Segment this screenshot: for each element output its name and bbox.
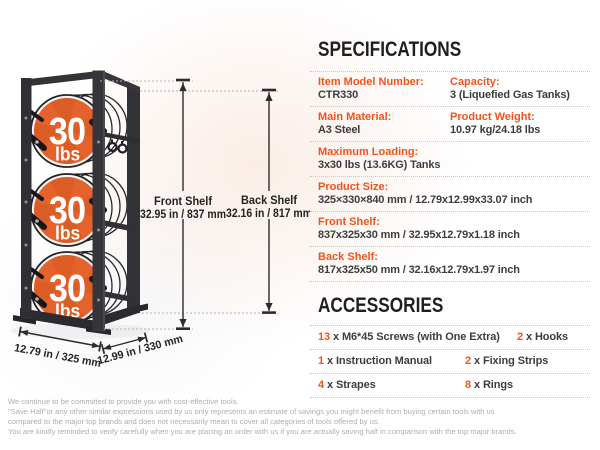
hook-rail <box>103 132 140 144</box>
accessory-qty: 2 <box>465 355 472 367</box>
spec-value: 3 (Liquefied Gas Tanks) <box>450 89 570 101</box>
disclaimer-line: We continue to be committed to provide y… <box>8 397 239 406</box>
spec-item: Product Size: 325×330×840 mm / 12.79x12.… <box>318 181 588 207</box>
accessory-item: 1 x Instruction Manual <box>318 355 432 367</box>
spec-row-product-size: Product Size: 325×330×840 mm / 12.79x12.… <box>310 177 590 212</box>
spec-value: 325×330×840 mm / 12.79x12.99x33.07 inch <box>318 194 533 206</box>
spec-value: CTR330 <box>318 89 359 101</box>
spec-value: 10.97 kg/24.18 lbs <box>450 124 541 136</box>
rack-frame <box>13 70 148 335</box>
disclaimer-line: "Save Half"or any other similar expressi… <box>8 406 495 416</box>
spec-panel: SPECIFICATIONS Item Model Number: CTR330… <box>310 38 590 398</box>
accessories-header: ACCESSORIES <box>310 294 590 326</box>
spec-value: 837x325x30 mm / 32.95x12.79x1.18 inch <box>318 229 520 241</box>
base-depth-dimension: 12.79 in / 325 mm <box>13 342 102 370</box>
accessory-text: x Strapes <box>324 379 376 391</box>
spec-label: Item Model Number: <box>318 76 424 88</box>
accessory-row: 13 x M6*45 Screws (with One Extra) 2 x H… <box>310 326 590 350</box>
front-shelf-label: Front Shelf <box>154 196 212 208</box>
spec-value: 817x325x50 mm / 32.16x12.79x1.97 inch <box>318 264 520 276</box>
specifications-title: SPECIFICATIONS <box>318 38 462 61</box>
disclaimer-footer: We continue to be committed to provide y… <box>8 397 596 437</box>
spec-label: Main Material: <box>318 111 392 123</box>
spec-label: Back Shelf: <box>318 251 378 263</box>
spec-label: Capacity: <box>450 76 500 88</box>
specifications-header: SPECIFICATIONS <box>310 38 590 72</box>
accessory-item: 4 x Strapes <box>318 379 376 391</box>
spec-label: Product Size: <box>318 181 389 193</box>
disclaimer-line: You are kindly reminded to verify carefu… <box>8 426 517 436</box>
accessory-text: x Instruction Manual <box>324 355 432 367</box>
accessory-text: x Fixing Strips <box>471 355 549 367</box>
spec-label: Product Weight: <box>450 111 535 123</box>
front-shelf-dimension: 32.95 in / 837 mm <box>140 209 226 221</box>
left-foot <box>13 315 36 325</box>
accessory-text: x M6*45 Screws (with One Extra) <box>330 331 500 343</box>
accessory-item: 13 x M6*45 Screws (with One Extra) <box>318 331 500 343</box>
back-shelf-dimension: 32.16 in / 817 mm <box>226 208 310 220</box>
spec-item: Front Shelf: 837x325x30 mm / 32.95x12.79… <box>318 216 588 242</box>
hook-icon <box>117 143 128 154</box>
ground-shadow <box>10 323 150 339</box>
spec-row-back-shelf: Back Shelf: 817x325x50 mm / 32.16x12.79x… <box>310 247 590 282</box>
disclaimer-line: compared to the major top brands and doe… <box>8 416 380 426</box>
spec-row-max-loading: Maximum Loading: 3x30 lbs (13.6KG) Tanks <box>310 142 590 177</box>
spec-item: Item Model Number: CTR330 <box>318 76 450 102</box>
accessory-item: 8 x Rings <box>465 379 513 392</box>
accessory-qty: 13 <box>318 331 331 343</box>
accessory-text: x Rings <box>471 379 514 391</box>
accessories-title: ACCESSORIES <box>318 294 444 317</box>
accessory-row: 4 x Strapes 8 x Rings <box>310 374 590 398</box>
front-right-post <box>92 70 105 332</box>
spec-item: Main Material: A3 Steel <box>318 111 450 137</box>
hook-icon <box>107 141 118 153</box>
spec-value: A3 Steel <box>318 124 361 136</box>
product-illustration: 30 lbs <box>10 70 310 370</box>
rear-right-post <box>127 87 140 313</box>
spec-item: Back Shelf: 817x325x50 mm / 32.16x12.79x… <box>318 251 588 277</box>
back-shelf-label: Back Shelf <box>241 195 297 207</box>
spec-item: Product Weight: 10.97 kg/24.18 lbs <box>450 111 590 137</box>
accessory-item: 2 x Fixing Strips <box>465 355 548 368</box>
accessory-qty: 4 <box>318 379 325 391</box>
spec-label: Maximum Loading: <box>318 146 419 158</box>
accessory-qty: 1 <box>318 355 325 367</box>
spec-item: Maximum Loading: 3x30 lbs (13.6KG) Tanks <box>318 146 588 172</box>
accessory-row: 1 x Instruction Manual 2 x Fixing Strips <box>310 350 590 374</box>
accessory-text: x Hooks <box>523 331 569 343</box>
front-left-post <box>21 78 32 319</box>
spec-row-model-capacity: Item Model Number: CTR330 Capacity: 3 (L… <box>310 72 590 107</box>
accessory-qty: 8 <box>465 379 472 391</box>
spec-item: Capacity: 3 (Liquefied Gas Tanks) <box>450 76 590 102</box>
spec-label: Front Shelf: <box>318 216 380 228</box>
spec-value: 3x30 lbs (13.6KG) Tanks <box>318 159 441 171</box>
spec-row-material-weight: Main Material: A3 Steel Product Weight: … <box>310 107 590 142</box>
accessory-item: 2 x Hooks <box>517 331 568 344</box>
accessory-qty: 2 <box>517 331 524 343</box>
spec-row-front-shelf: Front Shelf: 837x325x30 mm / 32.95x12.79… <box>310 212 590 247</box>
